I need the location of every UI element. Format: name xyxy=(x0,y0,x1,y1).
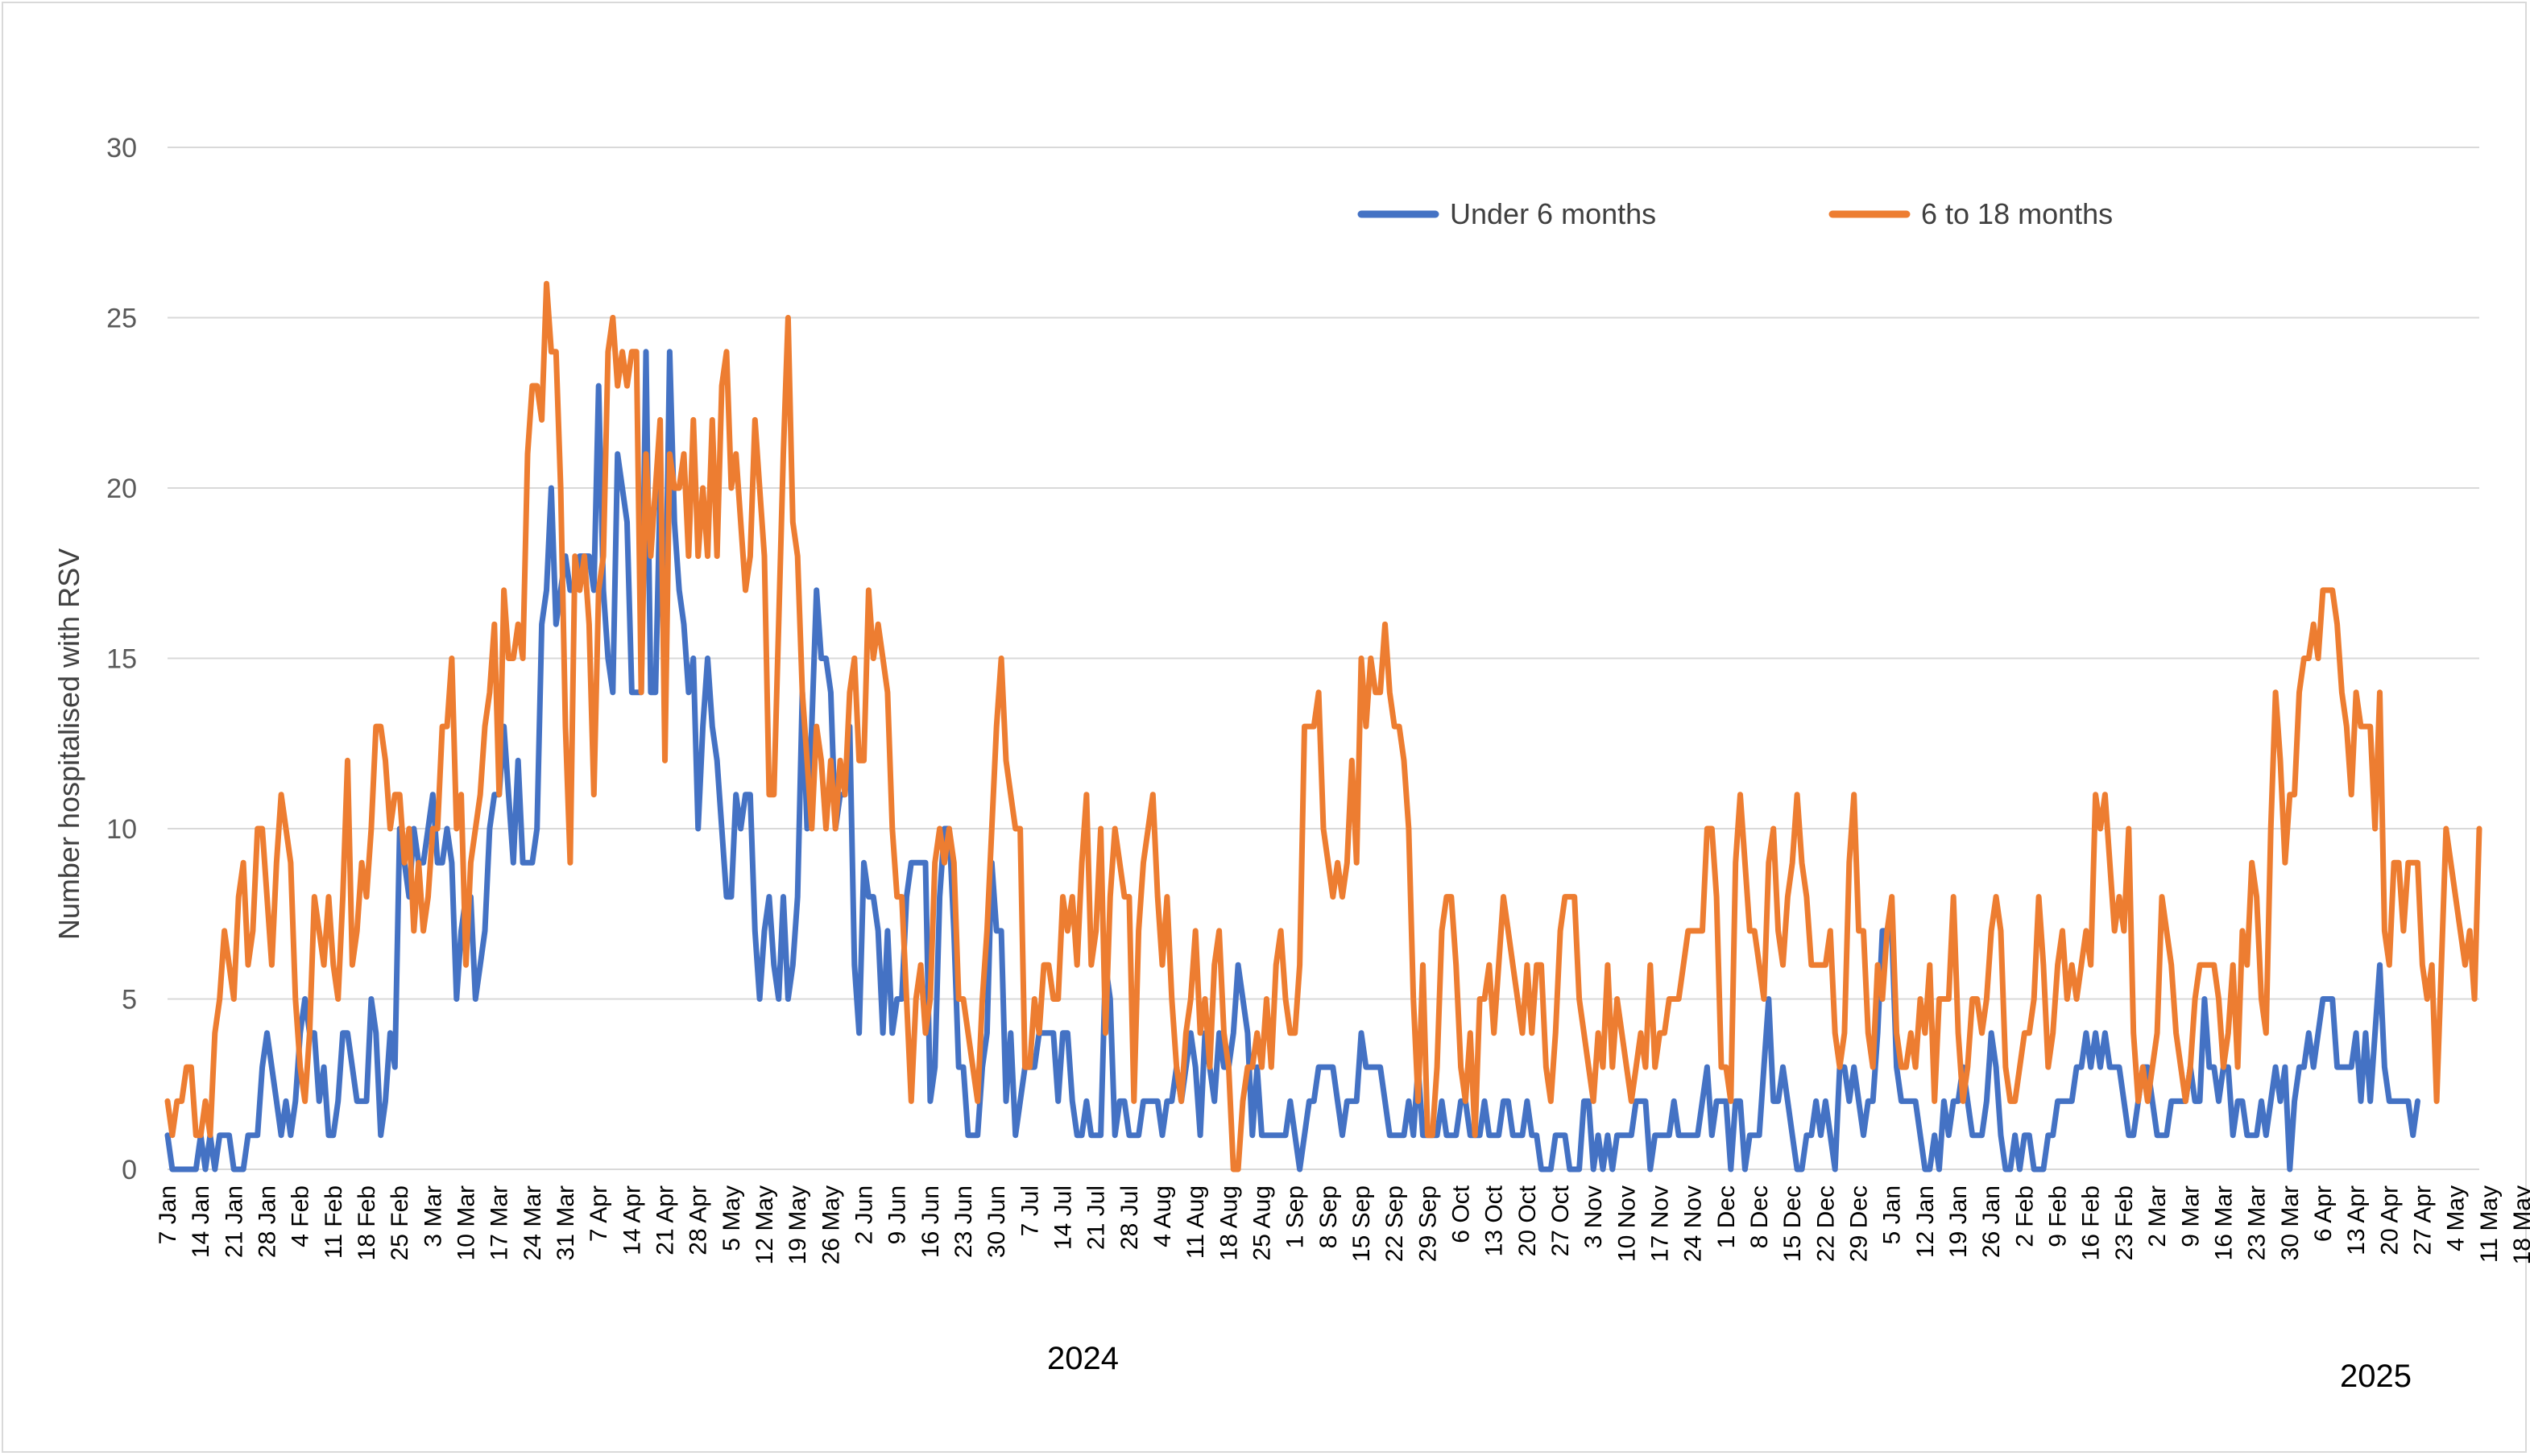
x-tick-label: 18 Feb xyxy=(354,1185,380,1260)
x-tick-label: 8 Dec xyxy=(1746,1185,1773,1248)
x-tick-label: 16 Mar xyxy=(2210,1185,2237,1260)
x-tick-label: 24 Nov xyxy=(1680,1185,1707,1262)
x-tick-label: 27 Oct xyxy=(1547,1185,1574,1256)
x-tick-label: 15 Sep xyxy=(1348,1185,1375,1262)
y-tick-label: 15 xyxy=(106,644,137,675)
x-tick-label: 4 May xyxy=(2443,1185,2470,1251)
y-tick-label: 25 xyxy=(106,304,137,334)
x-tick-label: 19 May xyxy=(785,1185,811,1264)
y-axis-ticks: 0 5 10 15 20 25 30 xyxy=(106,133,137,1185)
x-tick-label: 20 Oct xyxy=(1514,1185,1541,1256)
x-tick-label: 26 May xyxy=(818,1185,844,1264)
x-tick-label: 1 Sep xyxy=(1282,1185,1309,1248)
x-tick-label: 27 Apr xyxy=(2409,1185,2436,1255)
series-line-6-to-18-months xyxy=(164,280,2482,1173)
x-tick-label: 6 Apr xyxy=(2310,1185,2337,1242)
x-tick-label: 9 Mar xyxy=(2177,1185,2204,1247)
x-tick-label: 4 Feb xyxy=(288,1185,314,1247)
x-tick-label: 9 Feb xyxy=(2045,1185,2072,1247)
x-tick-label: 23 Feb xyxy=(2111,1185,2138,1260)
x-tick-label: 13 Oct xyxy=(1481,1185,1508,1256)
y-axis-label: Number hospitalised with RSV xyxy=(52,548,85,940)
x-tick-label: 1 Dec xyxy=(1713,1185,1740,1248)
x-tick-label: 22 Dec xyxy=(1812,1185,1839,1262)
series-line-under-6-months xyxy=(164,349,2420,1173)
x-tick-label: 2 Mar xyxy=(2144,1185,2171,1247)
year-label-2025: 2025 xyxy=(2340,1359,2412,1394)
x-tick-label: 25 Aug xyxy=(1249,1185,1276,1260)
x-tick-label: 21 Jan xyxy=(221,1185,247,1258)
x-tick-label: 2 Jun xyxy=(851,1185,878,1244)
x-tick-label: 7 Jan xyxy=(155,1185,181,1244)
x-tick-label: 16 Feb xyxy=(2078,1185,2105,1260)
x-tick-label: 7 Apr xyxy=(586,1185,612,1242)
x-tick-label: 23 Mar xyxy=(2244,1185,2271,1260)
x-tick-label: 5 Jan xyxy=(1879,1185,1906,1244)
x-tick-label: 15 Dec xyxy=(1779,1185,1806,1262)
x-tick-label: 11 May xyxy=(2476,1185,2503,1263)
x-tick-label: 18 May xyxy=(2509,1185,2530,1264)
y-tick-label: 30 xyxy=(106,133,137,163)
y-tick-label: 10 xyxy=(106,814,137,845)
x-tick-label: 28 Apr xyxy=(685,1185,712,1255)
legend: Under 6 months 6 to 18 months xyxy=(1357,197,2113,230)
x-tick-label: 30 Jun xyxy=(983,1185,1010,1258)
x-tick-label: 3 Mar xyxy=(420,1185,446,1247)
x-tick-label: 14 Jul xyxy=(1050,1185,1077,1250)
x-tick-label: 14 Apr xyxy=(619,1185,645,1255)
x-tick-label: 16 Jun xyxy=(917,1185,944,1258)
x-tick-label: 23 Jun xyxy=(950,1185,977,1258)
x-tick-label: 4 Aug xyxy=(1149,1185,1176,1247)
x-tick-label: 22 Sep xyxy=(1381,1185,1408,1262)
x-tick-label: 29 Dec xyxy=(1846,1185,1873,1262)
x-tick-label: 3 Nov xyxy=(1580,1185,1607,1248)
x-tick-label: 11 Feb xyxy=(321,1185,347,1259)
x-tick-label: 9 Jun xyxy=(884,1185,911,1244)
y-tick-label: 20 xyxy=(106,474,137,504)
x-axis-ticks: 7 Jan 14 Jan 21 Jan 28 Jan 4 Feb 11 Feb 18 Feb… xyxy=(155,1185,2530,1264)
x-tick-label: 14 Jan xyxy=(188,1185,214,1258)
x-tick-label: 20 Apr xyxy=(2376,1185,2403,1255)
x-tick-label: 29 Sep xyxy=(1414,1185,1441,1262)
x-tick-label: 10 Mar xyxy=(453,1185,480,1260)
x-tick-label: 21 Jul xyxy=(1083,1185,1110,1250)
x-tick-label: 26 Jan xyxy=(1978,1185,2005,1258)
x-tick-label: 24 Mar xyxy=(520,1185,546,1260)
x-tick-label: 21 Apr xyxy=(652,1185,679,1255)
x-tick-label: 2 Feb xyxy=(2011,1185,2038,1247)
series-lines xyxy=(164,280,2482,1173)
legend-label-under-6-months: Under 6 months xyxy=(1450,197,1656,230)
x-tick-label: 28 Jan xyxy=(255,1185,281,1258)
x-tick-label: 28 Jul xyxy=(1116,1185,1143,1250)
x-tick-label: 10 Nov xyxy=(1613,1185,1640,1262)
y-tick-label: 5 xyxy=(122,985,137,1015)
y-tick-label: 0 xyxy=(122,1155,137,1185)
x-tick-label: 5 May xyxy=(718,1185,745,1251)
x-tick-label: 7 Jul xyxy=(1017,1185,1043,1236)
x-tick-label: 12 May xyxy=(752,1185,778,1264)
x-tick-label: 17 Nov xyxy=(1647,1185,1674,1262)
x-tick-label: 19 Jan xyxy=(1945,1185,1972,1258)
x-tick-label: 13 Apr xyxy=(2343,1185,2370,1255)
x-tick-label: 11 Aug xyxy=(1182,1185,1209,1259)
x-tick-label: 30 Mar xyxy=(2277,1185,2304,1260)
x-tick-label: 6 Oct xyxy=(1448,1185,1475,1243)
x-tick-label: 31 Mar xyxy=(553,1185,579,1260)
legend-label-6-to-18-months: 6 to 18 months xyxy=(1921,197,2113,230)
x-tick-label: 25 Feb xyxy=(387,1185,413,1260)
x-tick-label: 17 Mar xyxy=(487,1185,513,1260)
year-label-2024: 2024 xyxy=(1047,1341,1119,1376)
x-tick-label: 12 Jan xyxy=(1912,1185,1939,1258)
x-tick-label: 8 Sep xyxy=(1315,1185,1342,1248)
x-tick-label: 18 Aug xyxy=(1215,1185,1242,1260)
